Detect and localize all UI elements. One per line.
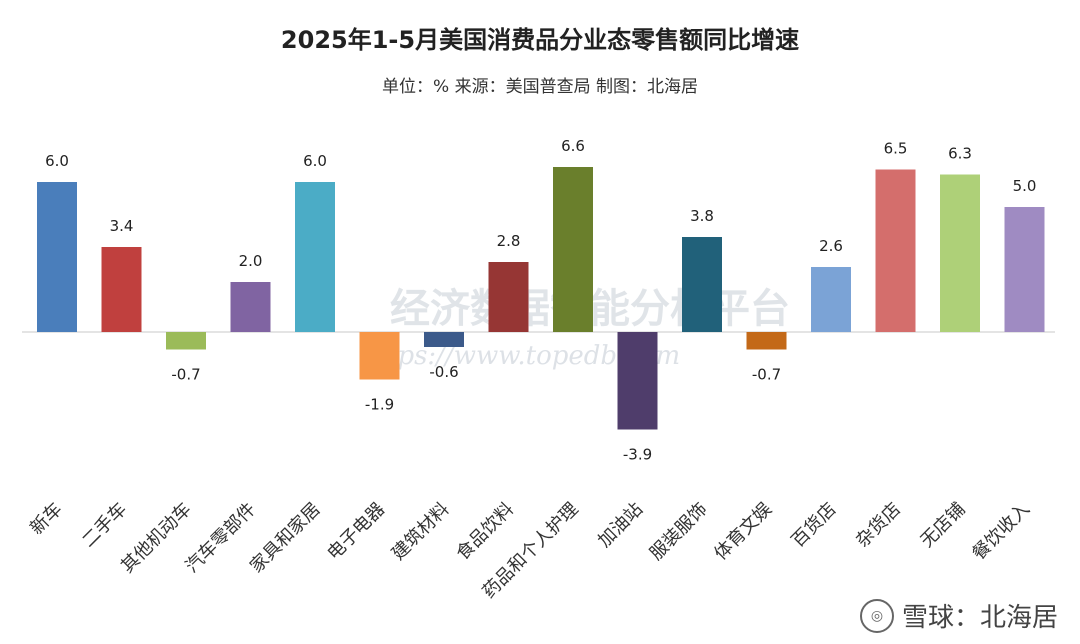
category-label: 杂货店 <box>852 499 905 552</box>
category-label: 建筑材料 <box>388 499 454 565</box>
social-watermark-text: 雪球：北海居 <box>901 603 1058 633</box>
category-label: 二手车 <box>78 499 131 552</box>
social-watermark: ◎ 雪球：北海居 <box>859 597 1058 634</box>
category-label: 家具和家居 <box>246 499 324 577</box>
bar <box>295 182 335 332</box>
category-label: 加油站 <box>594 499 647 552</box>
data-label: 6.0 <box>45 152 69 170</box>
data-label: 6.6 <box>561 137 585 155</box>
bar <box>940 174 980 332</box>
data-label: 2.0 <box>239 252 263 270</box>
chart-title: 2025年1-5月美国消费品分业态零售额同比增速 <box>280 26 800 54</box>
category-label: 服装服饰 <box>646 499 712 565</box>
data-label: 2.6 <box>819 237 843 255</box>
data-label: -0.7 <box>171 366 200 384</box>
category-label: 餐饮收入 <box>968 499 1034 565</box>
category-label: 百货店 <box>788 499 841 552</box>
category-label: 电子电器 <box>323 499 389 565</box>
bar <box>811 267 851 332</box>
snowball-icon: ◎ <box>859 598 894 633</box>
data-label: -0.7 <box>752 366 781 384</box>
category-label: 无店铺 <box>917 499 970 552</box>
bar <box>875 169 916 332</box>
category-label: 体育文娱 <box>710 499 776 565</box>
bar <box>682 237 722 332</box>
category-label: 新车 <box>26 499 66 539</box>
bar <box>617 332 658 430</box>
data-label: -1.9 <box>365 396 394 414</box>
bar <box>230 282 271 332</box>
data-label: 6.0 <box>303 152 327 170</box>
bar <box>1004 207 1045 332</box>
data-label: 5.0 <box>1013 177 1037 195</box>
bar <box>166 332 206 350</box>
data-label: 3.8 <box>690 207 714 225</box>
data-label: -0.6 <box>429 363 458 381</box>
bar <box>37 182 77 332</box>
data-label: 2.8 <box>497 232 521 250</box>
bar <box>424 332 464 347</box>
bar <box>746 332 787 350</box>
bar <box>101 247 142 332</box>
data-label: 6.3 <box>948 145 972 163</box>
data-label: -3.9 <box>623 446 652 464</box>
data-label: 6.5 <box>884 140 908 158</box>
chart-subtitle: 单位：% 来源：美国普查局 制图：北海居 <box>382 77 698 97</box>
data-label: 3.4 <box>110 217 134 235</box>
bar <box>553 167 593 332</box>
bar <box>488 262 529 332</box>
bar <box>359 332 400 380</box>
category-label: 食品饮料 <box>452 499 518 565</box>
